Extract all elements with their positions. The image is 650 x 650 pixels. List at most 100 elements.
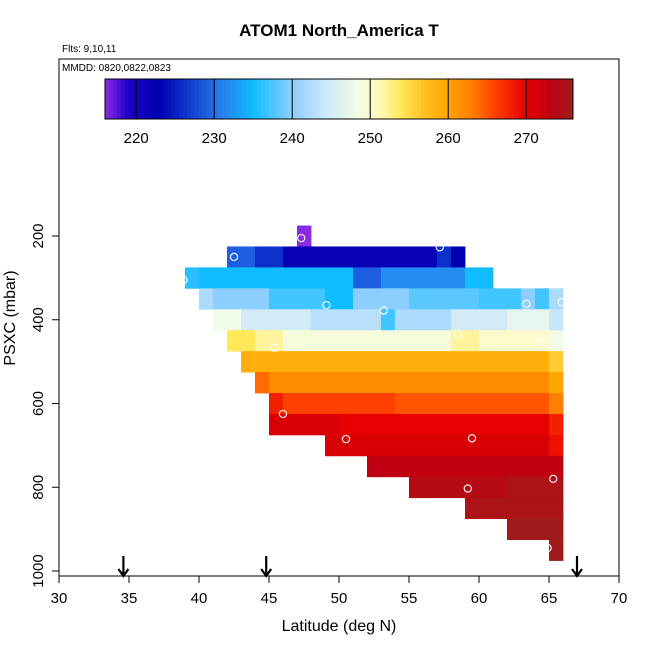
heatmap-cell bbox=[549, 309, 564, 331]
heatmap-cell bbox=[521, 288, 536, 310]
colorbar-swatch bbox=[561, 79, 566, 119]
heatmap-cell bbox=[451, 330, 480, 352]
colorbar-swatch bbox=[432, 79, 437, 119]
colorbar-swatch bbox=[510, 79, 515, 119]
colorbar-swatch bbox=[471, 79, 476, 119]
heatmap-cell bbox=[269, 372, 550, 394]
colorbar-swatch bbox=[487, 79, 492, 119]
colorbar-swatch bbox=[186, 79, 192, 119]
colorbar-swatch bbox=[307, 79, 313, 119]
x-tick-label: 65 bbox=[541, 590, 558, 607]
heatmap-cell bbox=[535, 288, 550, 310]
heatmap-cell bbox=[311, 309, 382, 331]
colorbar-swatch bbox=[105, 79, 110, 119]
colorbar-swatch bbox=[397, 79, 402, 119]
colorbar-swatch bbox=[112, 79, 118, 119]
colorbar-swatch bbox=[495, 79, 500, 119]
heatmap-cell bbox=[269, 288, 326, 310]
colorbar-swatch bbox=[315, 79, 320, 119]
dates-label: MMDD: 0820,0822,0823 bbox=[62, 63, 171, 74]
colorbar-swatch bbox=[284, 79, 289, 119]
colorbar-swatch bbox=[553, 79, 558, 119]
y-tick-label: 600 bbox=[30, 391, 47, 416]
colorbar-swatch bbox=[522, 79, 527, 119]
sample-point bbox=[463, 484, 472, 493]
y-axis-label: PSXC (mbar) bbox=[2, 270, 19, 365]
colorbar-swatch bbox=[479, 79, 484, 119]
colorbar-swatch bbox=[206, 79, 211, 119]
colorbar-swatch bbox=[296, 79, 301, 119]
x-axis: 30 35 40 45 50 55 60 65 70 bbox=[51, 576, 628, 607]
heatmap-cell bbox=[269, 413, 340, 436]
y-tick-label: 1000 bbox=[30, 554, 47, 587]
colorbar-swatch bbox=[534, 79, 539, 119]
colorbar-swatch bbox=[491, 79, 496, 119]
colorbar-swatch bbox=[300, 79, 305, 119]
colorbar-swatch bbox=[502, 79, 508, 119]
flights-label: Flts: 9,10,11 bbox=[62, 44, 117, 55]
x-tick-label: 55 bbox=[401, 590, 418, 607]
colorbar-frame bbox=[104, 78, 574, 120]
colorbar-tick-label: 250 bbox=[358, 130, 383, 147]
heatmap-cell bbox=[409, 476, 508, 499]
heatmap-cell bbox=[549, 539, 564, 561]
heatmap-cell bbox=[255, 372, 270, 394]
colorbar-swatch bbox=[569, 79, 574, 119]
x-tick-label: 50 bbox=[331, 590, 348, 607]
heatmap-cell bbox=[185, 267, 200, 289]
colorbar-swatch bbox=[370, 79, 375, 119]
heatmap-cell bbox=[507, 309, 550, 331]
colorbar-swatch bbox=[171, 79, 176, 119]
heatmap-cell bbox=[227, 246, 256, 268]
sample-point bbox=[557, 298, 566, 307]
heatmap-cell bbox=[395, 393, 550, 415]
x-axis-label: Latitude (deg N) bbox=[282, 618, 397, 635]
heatmap-cell bbox=[283, 393, 396, 415]
heatmap-cell bbox=[283, 330, 452, 352]
colorbar-swatch bbox=[557, 79, 562, 119]
colorbar-swatch bbox=[194, 79, 200, 119]
colorbar-swatch bbox=[342, 79, 348, 119]
sample-points bbox=[179, 233, 566, 553]
colorbar-swatch bbox=[280, 79, 285, 119]
heatmap-cell bbox=[381, 309, 396, 331]
heatmap-cell bbox=[381, 267, 466, 289]
colorbar-swatch bbox=[424, 79, 430, 119]
colorbar-swatch bbox=[225, 79, 231, 119]
colorbar-swatch bbox=[378, 79, 383, 119]
x-tick-label: 70 bbox=[611, 590, 628, 607]
leg-arrow bbox=[260, 556, 273, 578]
colorbar-swatch bbox=[144, 79, 149, 119]
heatmap-cell bbox=[199, 288, 214, 310]
colorbar-swatch bbox=[335, 79, 340, 119]
heatmap-cell bbox=[549, 351, 564, 373]
colorbar-swatch bbox=[241, 79, 246, 119]
colorbar-swatch bbox=[303, 79, 309, 119]
colorbar-swatch bbox=[276, 79, 281, 119]
colorbar-swatch bbox=[210, 79, 215, 119]
sample-point bbox=[270, 343, 279, 352]
colorbar-swatch bbox=[475, 79, 480, 119]
heatmap-cell bbox=[241, 351, 550, 373]
colorbar-swatch bbox=[436, 79, 441, 119]
colorbar-swatch bbox=[323, 79, 328, 119]
heatmap-cell bbox=[507, 518, 564, 540]
colorbar-swatch bbox=[498, 79, 504, 119]
colorbar-swatch bbox=[327, 79, 332, 119]
colorbar-swatch bbox=[381, 79, 387, 119]
colorbar-swatch bbox=[245, 79, 250, 119]
colorbar-swatch bbox=[549, 79, 554, 119]
heatmap-cell bbox=[465, 267, 494, 289]
colorbar-swatch bbox=[393, 79, 398, 119]
sample-point bbox=[522, 299, 531, 308]
colorbar-swatch bbox=[268, 79, 274, 119]
heatmap-cell bbox=[339, 413, 550, 436]
colorbar-swatch bbox=[541, 79, 547, 119]
colorbar-swatch bbox=[202, 79, 207, 119]
colorbar-swatch bbox=[409, 79, 414, 119]
sample-point bbox=[229, 252, 239, 262]
sample-point bbox=[360, 236, 369, 246]
colorbar-swatch bbox=[183, 79, 188, 119]
x-tick-label: 45 bbox=[261, 590, 278, 607]
